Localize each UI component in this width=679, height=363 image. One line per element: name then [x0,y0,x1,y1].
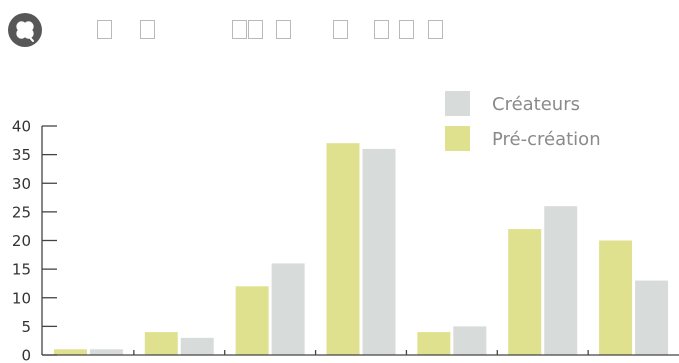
bar-createurs [180,337,214,355]
y-tick-label: 35 [12,146,31,164]
legend-label: Créateurs [492,94,580,115]
y-tick-label: 30 [12,175,31,193]
title-glyph [97,20,112,39]
bar-createurs [453,326,487,355]
header [0,0,679,60]
y-tick-label: 15 [12,261,31,279]
title-glyph [428,20,443,39]
bar-pre-creation [599,240,633,355]
y-tick-label: 5 [21,318,31,336]
y-tick-label: 25 [12,203,31,221]
title-glyph [140,20,155,39]
bar-createurs [271,263,305,355]
bar-pre-creation [417,332,451,355]
bar-pre-creation [235,286,269,355]
bar-createurs [635,280,669,355]
title-glyph [276,20,291,39]
title-glyph [374,20,389,39]
bar-pre-creation [326,143,360,355]
legend-swatch [445,126,470,151]
bar-createurs [544,206,578,355]
y-tick-label: 40 [12,118,31,136]
title-glyph [232,20,247,39]
title-glyph [399,20,414,39]
bar-pre-creation [53,349,87,355]
y-tick-label: 0 [21,347,31,363]
title-glyph [333,20,348,39]
clover-icon [8,13,42,47]
legend-label: Pré-création [492,129,601,150]
y-tick-label: 20 [12,232,31,250]
bar-createurs [362,148,396,355]
legend-swatch [445,91,470,116]
bar-createurs [89,349,123,355]
bar-pre-creation [508,229,542,355]
title-glyph [248,20,263,39]
y-tick-label: 10 [12,289,31,307]
bar-pre-creation [144,332,178,355]
